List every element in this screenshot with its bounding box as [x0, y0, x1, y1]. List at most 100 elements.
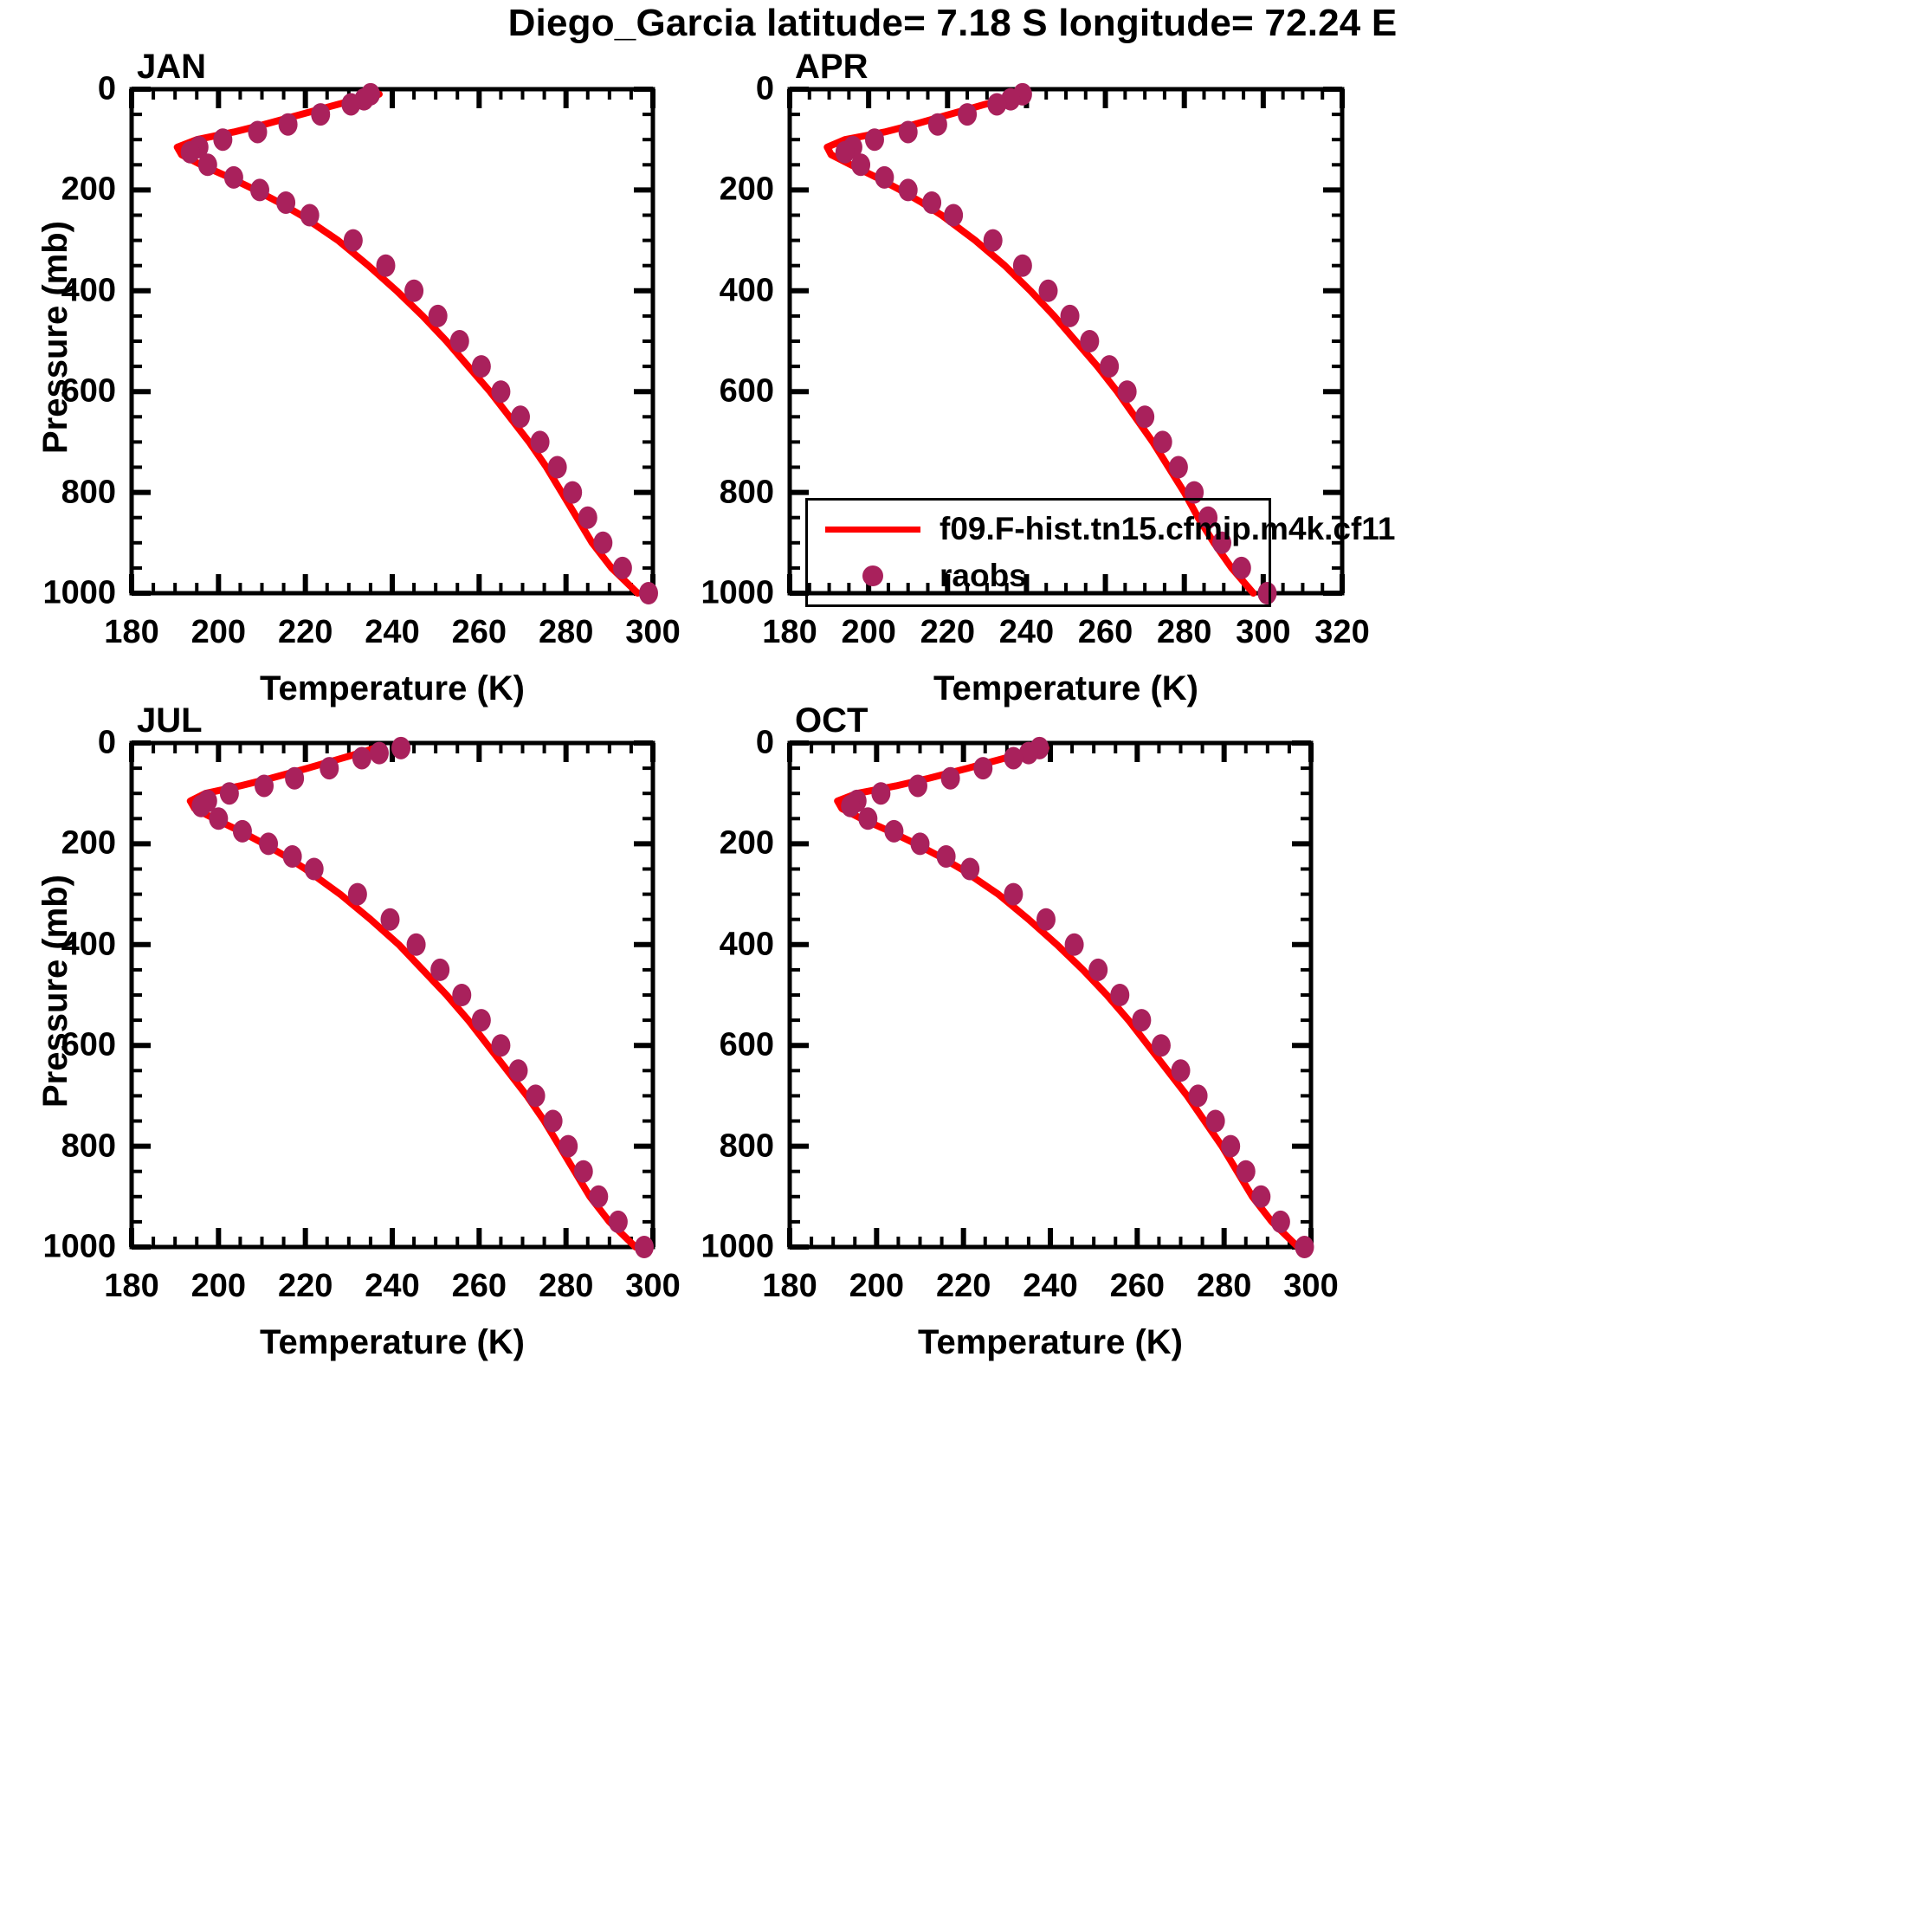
x-tick-label: 280 — [538, 614, 594, 650]
y-tick-label: 600 — [61, 372, 116, 410]
series-marker-raobs — [936, 844, 956, 868]
series-marker-raobs — [973, 757, 993, 780]
series-marker-raobs — [255, 774, 274, 798]
series-marker-raobs — [634, 1236, 654, 1258]
series-marker-raobs — [851, 153, 871, 177]
x-tick-label: 220 — [920, 614, 975, 650]
plot-area-oct — [787, 736, 1314, 1258]
series-marker-raobs — [843, 135, 862, 158]
series-marker-raobs — [1012, 254, 1032, 277]
series-marker-raobs — [343, 229, 363, 252]
series-marker-raobs — [354, 87, 374, 111]
figure-title: Diego_Garcia latitude= 7.18 S longitude=… — [507, 2, 1398, 44]
x-tick-label: 180 — [762, 614, 817, 650]
series-marker-raobs — [1295, 1236, 1314, 1258]
series-marker-raobs — [180, 140, 200, 164]
series-marker-raobs — [304, 857, 324, 881]
series-marker-raobs — [1088, 958, 1108, 981]
x-tick-label: 300 — [625, 614, 681, 650]
legend-label-model: f09.F-hist.tn15.cfmip.m4k.cf11 — [940, 511, 1396, 546]
series-marker-raobs — [209, 807, 229, 830]
series-marker-raobs — [1080, 330, 1100, 352]
series-marker-raobs — [223, 165, 243, 189]
series-marker-raobs — [430, 958, 450, 981]
series-marker-raobs — [213, 128, 233, 152]
series-marker-raobs — [510, 405, 530, 429]
x-tick-label: 240 — [1023, 1268, 1078, 1304]
series-marker-raobs — [543, 1109, 563, 1133]
x-tick-label: 200 — [190, 614, 247, 650]
legend-label-raobs: raobs — [940, 558, 1027, 593]
series-marker-raobs — [530, 430, 550, 454]
series-marker-raobs — [278, 113, 298, 136]
x-tick-label: 260 — [1109, 1268, 1166, 1304]
series-marker-raobs — [1064, 933, 1084, 956]
series-marker-raobs — [940, 766, 960, 790]
series-marker-raobs — [406, 933, 426, 956]
y-tick-label: 800 — [719, 1128, 774, 1165]
x-tick-label: 280 — [538, 1268, 594, 1304]
x-tick-label: 220 — [277, 614, 333, 650]
series-marker-raobs — [191, 794, 211, 817]
series-marker-raobs — [1004, 882, 1024, 906]
series-marker-raobs — [922, 191, 942, 214]
series-marker-raobs — [1251, 1185, 1271, 1208]
series-marker-raobs — [875, 165, 894, 189]
x-tick-label: 300 — [1283, 1268, 1339, 1304]
series-marker-raobs — [491, 1034, 511, 1057]
series-marker-raobs — [983, 229, 1003, 252]
series-marker-raobs — [259, 832, 279, 856]
series-marker-raobs — [1171, 1059, 1191, 1082]
series-marker-raobs — [347, 882, 367, 906]
y-axis-label: Pressure (mb) — [36, 221, 74, 454]
x-tick-label: 200 — [841, 614, 896, 650]
x-tick-label: 240 — [365, 614, 420, 650]
series-marker-raobs — [987, 93, 1007, 116]
series-marker-raobs — [907, 774, 927, 798]
series-marker-raobs — [352, 746, 371, 770]
series-marker-raobs — [428, 304, 448, 327]
series-marker-raobs — [841, 794, 861, 817]
series-marker-raobs — [927, 113, 947, 136]
x-tick-label: 180 — [104, 614, 159, 650]
x-tick-label: 220 — [277, 1268, 333, 1304]
series-marker-raobs — [835, 140, 855, 164]
y-tick-label: 400 — [61, 926, 116, 963]
y-tick-label: 800 — [61, 1128, 116, 1165]
legend: f09.F-hist.tn15.cfmip.m4k.cf11 raobs — [805, 498, 1395, 607]
series-marker-raobs — [1030, 736, 1049, 759]
series-marker-raobs — [404, 279, 424, 302]
series-marker-raobs — [638, 582, 658, 604]
x-tick-label: 200 — [849, 1268, 905, 1304]
y-tick-label: 200 — [719, 824, 774, 862]
series-marker-raobs — [282, 844, 302, 868]
series-marker-raobs — [285, 766, 305, 790]
series-marker-raobs — [1004, 746, 1024, 770]
series-marker-raobs — [369, 741, 389, 765]
series-marker-raobs — [1270, 1210, 1290, 1233]
series-marker-raobs — [578, 506, 597, 529]
legend-line-swatch — [825, 526, 920, 533]
series-marker-raobs — [1153, 430, 1172, 454]
x-tick-label: 220 — [935, 1268, 991, 1304]
y-tick-label: 1000 — [701, 1228, 774, 1265]
series-marker-raobs — [508, 1059, 528, 1082]
series-marker-raobs — [864, 128, 884, 152]
series-marker-raobs — [1168, 456, 1188, 479]
series-marker-raobs — [219, 782, 239, 805]
series-marker-raobs — [380, 908, 400, 931]
series-line-model — [834, 744, 1301, 1250]
series-marker-raobs — [1188, 1084, 1208, 1108]
series-line-model — [173, 90, 642, 597]
x-tick-label: 180 — [762, 1268, 817, 1304]
y-tick-label: 0 — [97, 70, 116, 107]
plot-area-jul — [129, 736, 655, 1258]
y-tick-label: 200 — [61, 824, 116, 862]
series-marker-raobs — [1060, 304, 1080, 327]
series-marker-raobs — [1132, 1009, 1152, 1032]
panel-title-jan: JAN — [137, 48, 207, 86]
